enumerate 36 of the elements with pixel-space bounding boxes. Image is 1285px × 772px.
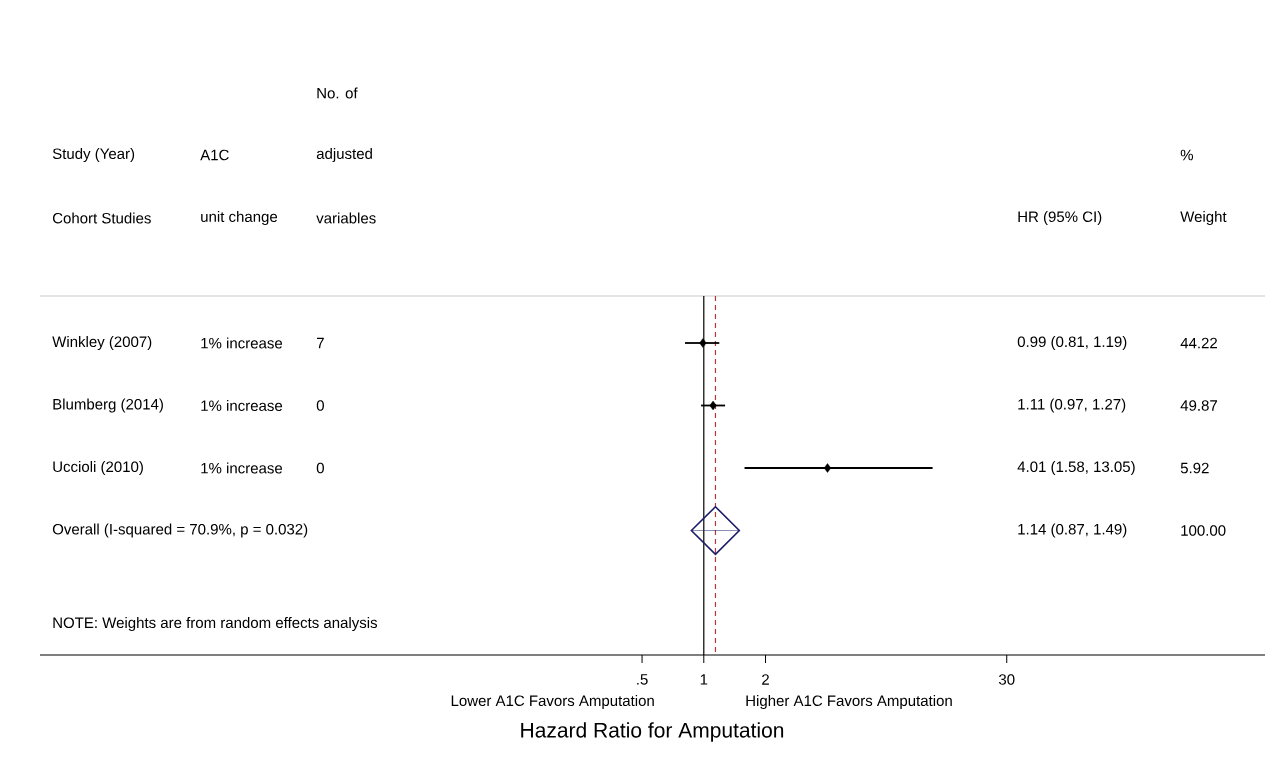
x-tick-label: 1 (700, 674, 708, 685)
text: Cohort Studies (52, 212, 151, 224)
text: A1C (200, 149, 229, 161)
text: Study (Year) (52, 148, 135, 162)
annotation: 5.92 (1180, 462, 1209, 474)
text: HR (95% CI) (1018, 211, 1102, 225)
annotation: 4.01 (1.58, 13.05) (1017, 461, 1135, 475)
text: adjusted (316, 148, 372, 162)
y-tick-label: Uccioli (2010) (53, 461, 143, 475)
annotation: 1.11 (0.97, 1.27) (1018, 398, 1126, 413)
x-axis-title: Hazard Ratio for Amputation (521, 722, 784, 742)
annotation: 100.00 (1181, 525, 1226, 536)
annotation: 1% increase (201, 337, 283, 349)
annotation: 49.87 (1180, 400, 1217, 411)
annotation: 1% increase (201, 399, 283, 411)
annotation: 1.14 (0.87, 1.49) (1018, 523, 1127, 538)
text: No. of (317, 87, 358, 99)
text: NOTE: Weights are from random effects analysis (53, 617, 378, 631)
y-tick-label: Blumberg (2014) (53, 398, 163, 413)
annotation: 0.99 (0.81, 1.19) (1017, 336, 1127, 350)
annotation: 1% increase (201, 462, 283, 474)
annotation: 7 (316, 337, 324, 349)
y-tick-label: Winkley (2007) (52, 336, 152, 350)
text: variables (316, 212, 376, 224)
x-tick-label: 2 (762, 674, 769, 685)
y-tick-label: Overall (I-squared = 70.9%, p = 0.032) (52, 523, 308, 538)
text: Lower A1C Favors Amputation (451, 695, 654, 709)
x-tick-label: .5 (637, 674, 648, 685)
annotation: 0 (316, 462, 324, 474)
text: Higher A1C Favors Amputation (746, 695, 952, 709)
annotation: 44.22 (1180, 337, 1217, 349)
x-tick-label: 30 (998, 674, 1015, 685)
text: unit change (201, 211, 278, 225)
text: % (1180, 149, 1194, 161)
annotation: 0 (316, 400, 324, 411)
text: Weight (1180, 211, 1227, 225)
